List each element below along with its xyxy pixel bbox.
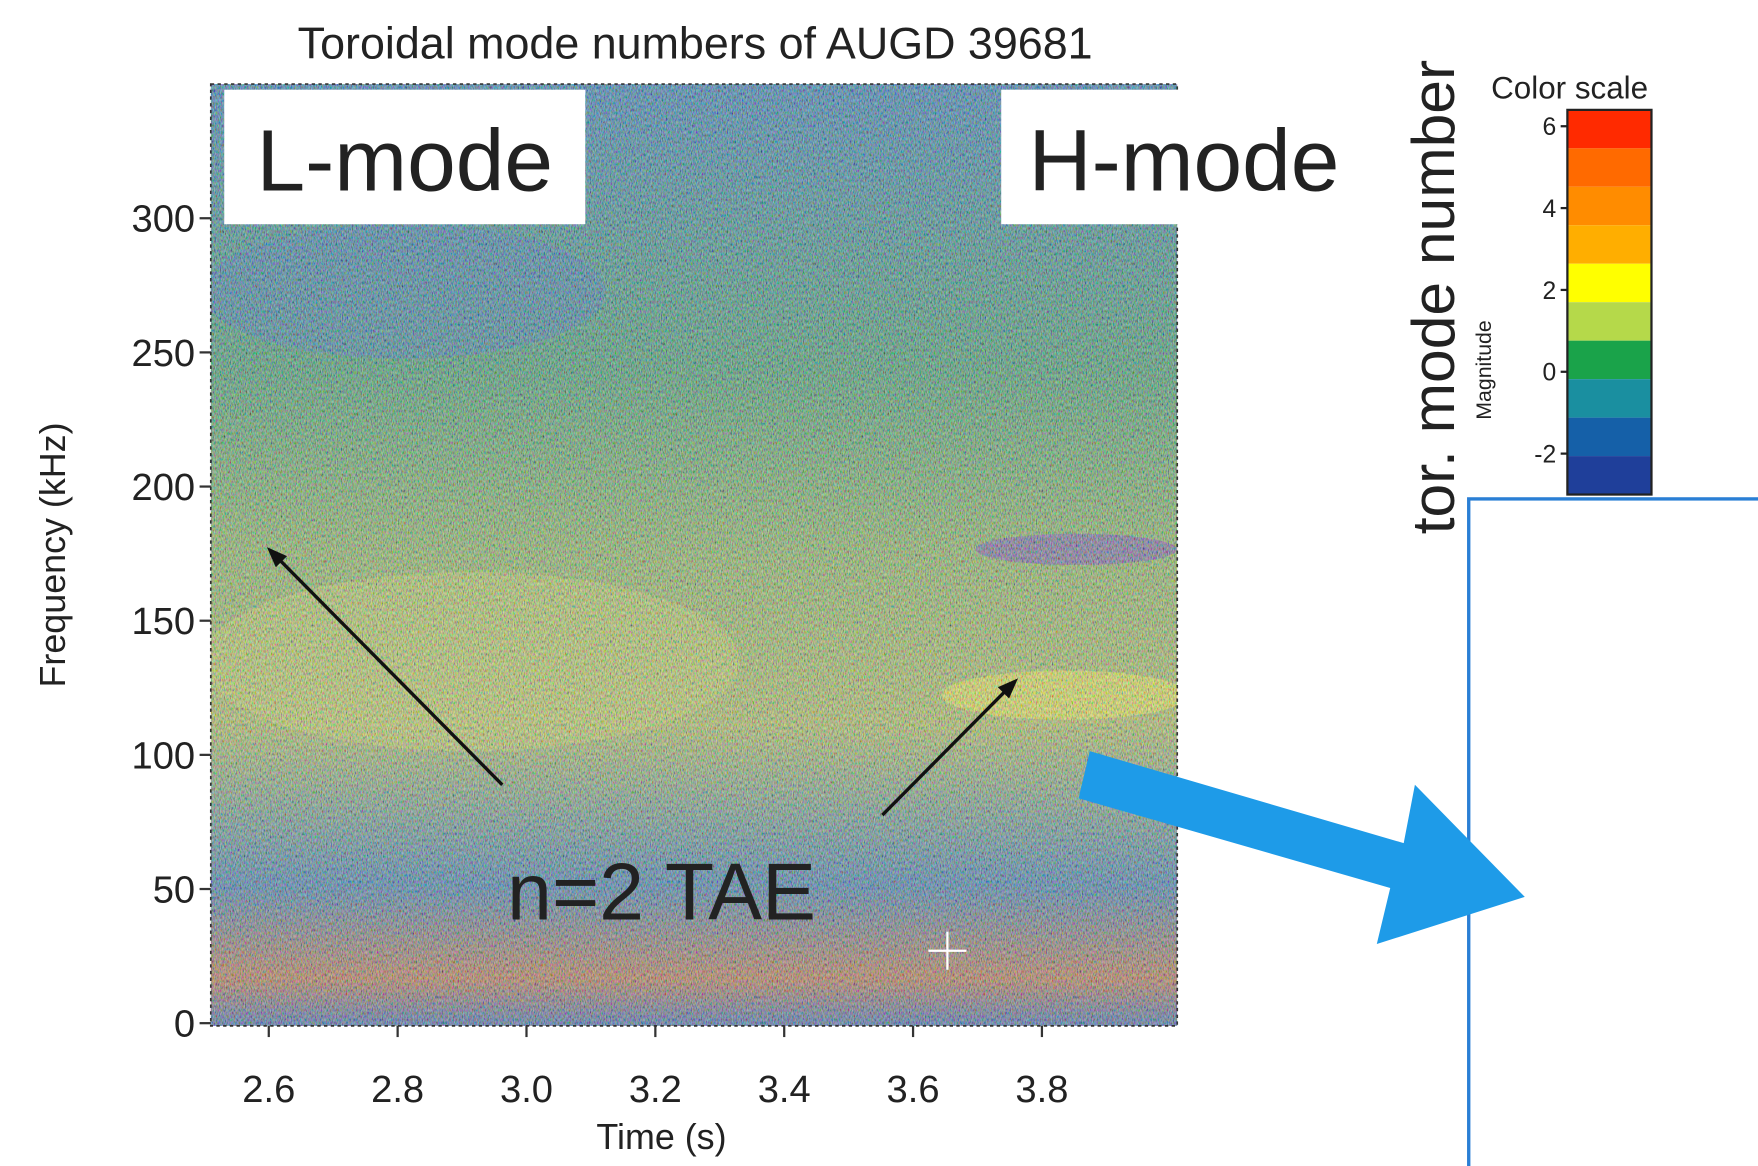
- y-tick-label: 100: [132, 735, 196, 777]
- x-tick-label: 3.6: [887, 1069, 940, 1111]
- colorbar-segment: [1567, 186, 1652, 226]
- colorbar-tick-label: 6: [1542, 114, 1556, 141]
- colorbar-segment: [1567, 263, 1652, 303]
- x-tick-label: 2.6: [242, 1069, 295, 1111]
- x-tick-label: 3.2: [629, 1069, 682, 1111]
- colorbar-tick-label: 2: [1542, 278, 1556, 305]
- colorbar: 6 4 2 0 -2: [1534, 108, 1653, 496]
- colorbar-tick-label: 4: [1542, 196, 1556, 223]
- pointer-arrow: [1078, 751, 1525, 945]
- x-tick-label: 3.0: [500, 1069, 553, 1111]
- x-tick-label: 3.4: [758, 1069, 811, 1111]
- x-axis-label: Time (s): [596, 1117, 726, 1157]
- colorbar-tick-label: -2: [1534, 442, 1556, 469]
- annotation: L-mode: [257, 112, 553, 210]
- colorbar-segment: [1567, 148, 1652, 187]
- annotation: H-mode: [1028, 112, 1339, 210]
- arrow-head: [997, 678, 1019, 699]
- colorbar-label: Magnitude: [1472, 320, 1496, 419]
- spectrogram-image: [210, 84, 1178, 1026]
- colorbar-segment: [1567, 109, 1652, 149]
- annotation: n=2 TAE: [507, 847, 816, 937]
- colorbar-segment: [1567, 379, 1652, 418]
- colorbar-segment: [1567, 302, 1652, 341]
- colorbar-segment: [1567, 456, 1652, 495]
- arrow-head: [266, 547, 288, 568]
- colorbar-segment: [1567, 225, 1652, 264]
- label-box: [1001, 89, 1368, 225]
- y-tick-label: 200: [132, 467, 196, 509]
- y-axis-label: Frequency (kHz): [33, 422, 73, 687]
- x-tick-label: 2.8: [371, 1069, 424, 1111]
- chart-title: Toroidal mode numbers of AUGD 39681: [298, 17, 1093, 68]
- colorbar-segment: [1567, 340, 1652, 380]
- colorbar-frame: [1566, 108, 1653, 496]
- colorbar-axis-label: tor. mode number: [1399, 60, 1467, 534]
- axes: 2.6 2.8 3.0 3.2 3.4 3.6 3.8 0 50 100 150 200 250 300: [132, 199, 1069, 1111]
- colorbar-title: Color scale: [1491, 71, 1648, 106]
- crosshair: [928, 931, 967, 970]
- overlay-box: [1467, 497, 1758, 1166]
- y-tick-label: 300: [132, 199, 196, 241]
- y-tick-label: 250: [132, 333, 196, 375]
- arrow: [274, 554, 504, 786]
- y-tick-label: 0: [174, 1004, 195, 1046]
- colorbar-tick-label: 0: [1542, 360, 1556, 387]
- x-tick-label: 3.8: [1015, 1069, 1068, 1111]
- arrow: [881, 686, 1011, 817]
- y-tick-label: 150: [132, 601, 196, 643]
- plot-frame: [209, 83, 1179, 1027]
- y-tick-label: 50: [153, 869, 195, 911]
- label-box: [224, 89, 586, 225]
- colorbar-segment: [1567, 417, 1652, 457]
